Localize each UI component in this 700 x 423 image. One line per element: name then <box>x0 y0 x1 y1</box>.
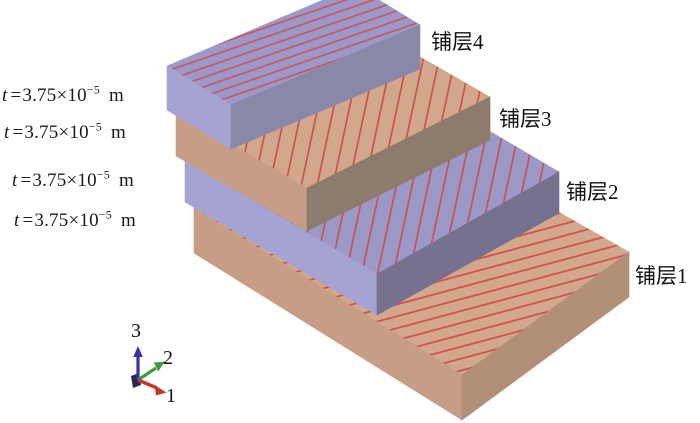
ply-4-fiber-hatch <box>167 0 420 105</box>
axis-3-label: 3 <box>131 320 141 342</box>
thickness-symbol: t <box>4 122 10 143</box>
axis-2-shaft <box>137 366 157 382</box>
axis-2-arrowhead <box>153 361 165 372</box>
ply-3-front-face <box>306 96 491 232</box>
thickness-label-ply4: t =3.75×10−5 m <box>2 82 124 106</box>
axis-1-shaft <box>137 378 158 390</box>
ply-4-solid <box>166 0 421 150</box>
ply1-label: 铺层1 <box>635 264 688 288</box>
thickness-symbol: t <box>2 85 8 106</box>
ply3-label: 铺层3 <box>499 107 552 131</box>
axis-1-arrowhead <box>154 385 167 396</box>
ply-4-front-face <box>230 24 421 150</box>
axis-3-arrowhead <box>133 346 143 357</box>
thickness-label-ply2: t =3.75×10−5 m <box>12 167 134 191</box>
ply2-label: 铺层2 <box>566 180 619 204</box>
ply-2-front-face <box>376 171 560 316</box>
ply-1-front-face <box>461 251 630 421</box>
thickness-symbol: t <box>12 170 18 191</box>
axis-triad <box>131 346 167 396</box>
thickness-label-ply1: t =3.75×10−5 m <box>14 207 136 231</box>
thickness-symbol: t <box>14 210 20 231</box>
axis-2-label: 2 <box>163 347 173 369</box>
thickness-label-ply3: t =3.75×10−5 m <box>4 119 126 143</box>
axis-1-label: 1 <box>166 385 176 407</box>
ply4-label: 铺层4 <box>431 30 484 54</box>
